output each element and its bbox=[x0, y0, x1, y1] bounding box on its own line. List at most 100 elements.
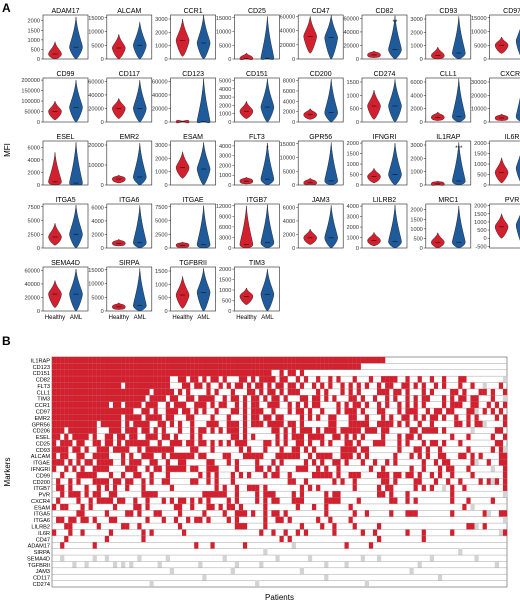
heatmap-cell bbox=[96, 523, 101, 530]
heatmap-cell bbox=[494, 561, 500, 568]
heatmap-cell bbox=[377, 555, 382, 562]
heatmap-cell bbox=[279, 388, 284, 396]
heatmap-cell bbox=[490, 478, 495, 485]
violin-aml bbox=[133, 205, 147, 249]
heatmap-cell bbox=[442, 440, 447, 447]
heatmap-cell bbox=[307, 440, 313, 447]
heatmap-cell bbox=[100, 414, 105, 421]
heatmap-cell bbox=[332, 427, 337, 434]
heatmap-cell bbox=[234, 357, 240, 364]
heatmap-cell bbox=[194, 465, 199, 472]
heatmap-cell bbox=[133, 376, 138, 383]
heatmap-cell bbox=[352, 523, 357, 530]
heatmap-cell bbox=[149, 382, 154, 389]
heatmap-cell bbox=[141, 427, 146, 434]
heatmap-cell bbox=[234, 369, 240, 377]
heatmap-cell bbox=[324, 395, 329, 402]
heatmap-cell bbox=[320, 452, 325, 460]
heatmap-cell bbox=[450, 388, 455, 396]
heatmap-cell bbox=[96, 459, 101, 466]
y-tick-label: 0 bbox=[420, 57, 423, 63]
marker-label: CCR1 bbox=[35, 403, 50, 409]
heatmap-cell bbox=[352, 363, 357, 370]
y-tick-label: 0 bbox=[164, 309, 167, 315]
heatmap-cell bbox=[129, 440, 134, 447]
heatmap-cell bbox=[352, 395, 357, 402]
heatmap-cell bbox=[295, 388, 300, 396]
heatmap-cell bbox=[230, 472, 235, 479]
heatmap-cell bbox=[446, 408, 451, 415]
heatmap-cell bbox=[145, 433, 150, 441]
subplot-frame bbox=[234, 77, 280, 123]
heatmap-cell bbox=[112, 446, 118, 453]
heatmap-cell bbox=[381, 408, 386, 415]
heatmap-cell bbox=[100, 395, 105, 402]
heatmap-cell bbox=[145, 382, 150, 389]
heatmap-cell bbox=[344, 357, 349, 364]
heatmap-cell bbox=[450, 408, 455, 415]
y-tick-label: 150000 bbox=[21, 89, 40, 95]
y-tick-label: 40000 bbox=[343, 30, 359, 36]
y-tick-label: 5000 bbox=[28, 219, 40, 225]
heatmap-cell bbox=[60, 414, 65, 421]
y-tick-label: 6000 bbox=[410, 80, 422, 86]
heatmap-cell bbox=[72, 491, 77, 498]
y-tick-label: 2000 bbox=[155, 30, 167, 36]
heatmap-cell bbox=[84, 401, 89, 409]
violin-aml bbox=[388, 15, 402, 60]
heatmap-cell bbox=[303, 459, 309, 466]
violin-healthy bbox=[494, 113, 509, 121]
violin-healthy bbox=[112, 238, 126, 247]
y-tick-label: 2000 bbox=[410, 30, 422, 36]
heatmap-cell bbox=[137, 388, 142, 396]
heatmap-cell bbox=[117, 440, 122, 447]
heatmap-cell bbox=[157, 369, 162, 377]
heatmap-cell bbox=[356, 401, 361, 409]
heatmap-cell bbox=[182, 465, 187, 472]
heatmap-cell bbox=[429, 427, 435, 434]
heatmap-cell bbox=[332, 523, 337, 530]
heatmap-cell bbox=[145, 440, 150, 447]
heatmap-cell bbox=[320, 472, 325, 479]
heatmap-cell bbox=[251, 484, 256, 492]
heatmap-cell bbox=[84, 369, 89, 377]
heatmap-cell bbox=[413, 497, 418, 504]
heatmap-cell bbox=[92, 427, 97, 434]
heatmap-cell bbox=[328, 420, 333, 428]
violin-aml bbox=[260, 142, 275, 186]
heatmap-cell bbox=[60, 376, 65, 383]
heatmap-cell bbox=[68, 459, 73, 466]
heatmap-cell bbox=[340, 478, 345, 485]
heatmap-cell bbox=[186, 382, 191, 389]
subplot-title: SEMA4D bbox=[51, 260, 80, 267]
violin-aml bbox=[196, 268, 211, 312]
heatmap-cell bbox=[112, 561, 118, 568]
heatmap-cell bbox=[173, 363, 179, 370]
heatmap-cell bbox=[348, 452, 353, 460]
heatmap-cell bbox=[104, 414, 110, 421]
heatmap-cell bbox=[129, 510, 134, 517]
violin-healthy bbox=[48, 152, 62, 186]
heatmap-cell bbox=[96, 465, 101, 472]
heatmap-cell bbox=[84, 408, 89, 415]
y-tick-label: 2000 bbox=[410, 156, 422, 162]
heatmap-cell bbox=[502, 491, 508, 498]
heatmap-cell bbox=[283, 452, 288, 460]
heatmap-cell bbox=[125, 395, 130, 402]
heatmap-cell bbox=[153, 401, 158, 409]
heatmap-cell bbox=[141, 478, 146, 485]
marker-label: LILRB2 bbox=[31, 525, 50, 531]
heatmap-cell bbox=[364, 414, 370, 421]
heatmap-cell bbox=[161, 497, 166, 504]
heatmap-cell bbox=[336, 433, 341, 441]
heatmap-cell bbox=[226, 440, 231, 447]
heatmap-cell bbox=[68, 516, 73, 524]
y-tick-label: 0 bbox=[292, 183, 295, 189]
heatmap-cell bbox=[137, 363, 142, 370]
heatmap-cell bbox=[450, 484, 455, 492]
heatmap-cell bbox=[186, 395, 191, 402]
